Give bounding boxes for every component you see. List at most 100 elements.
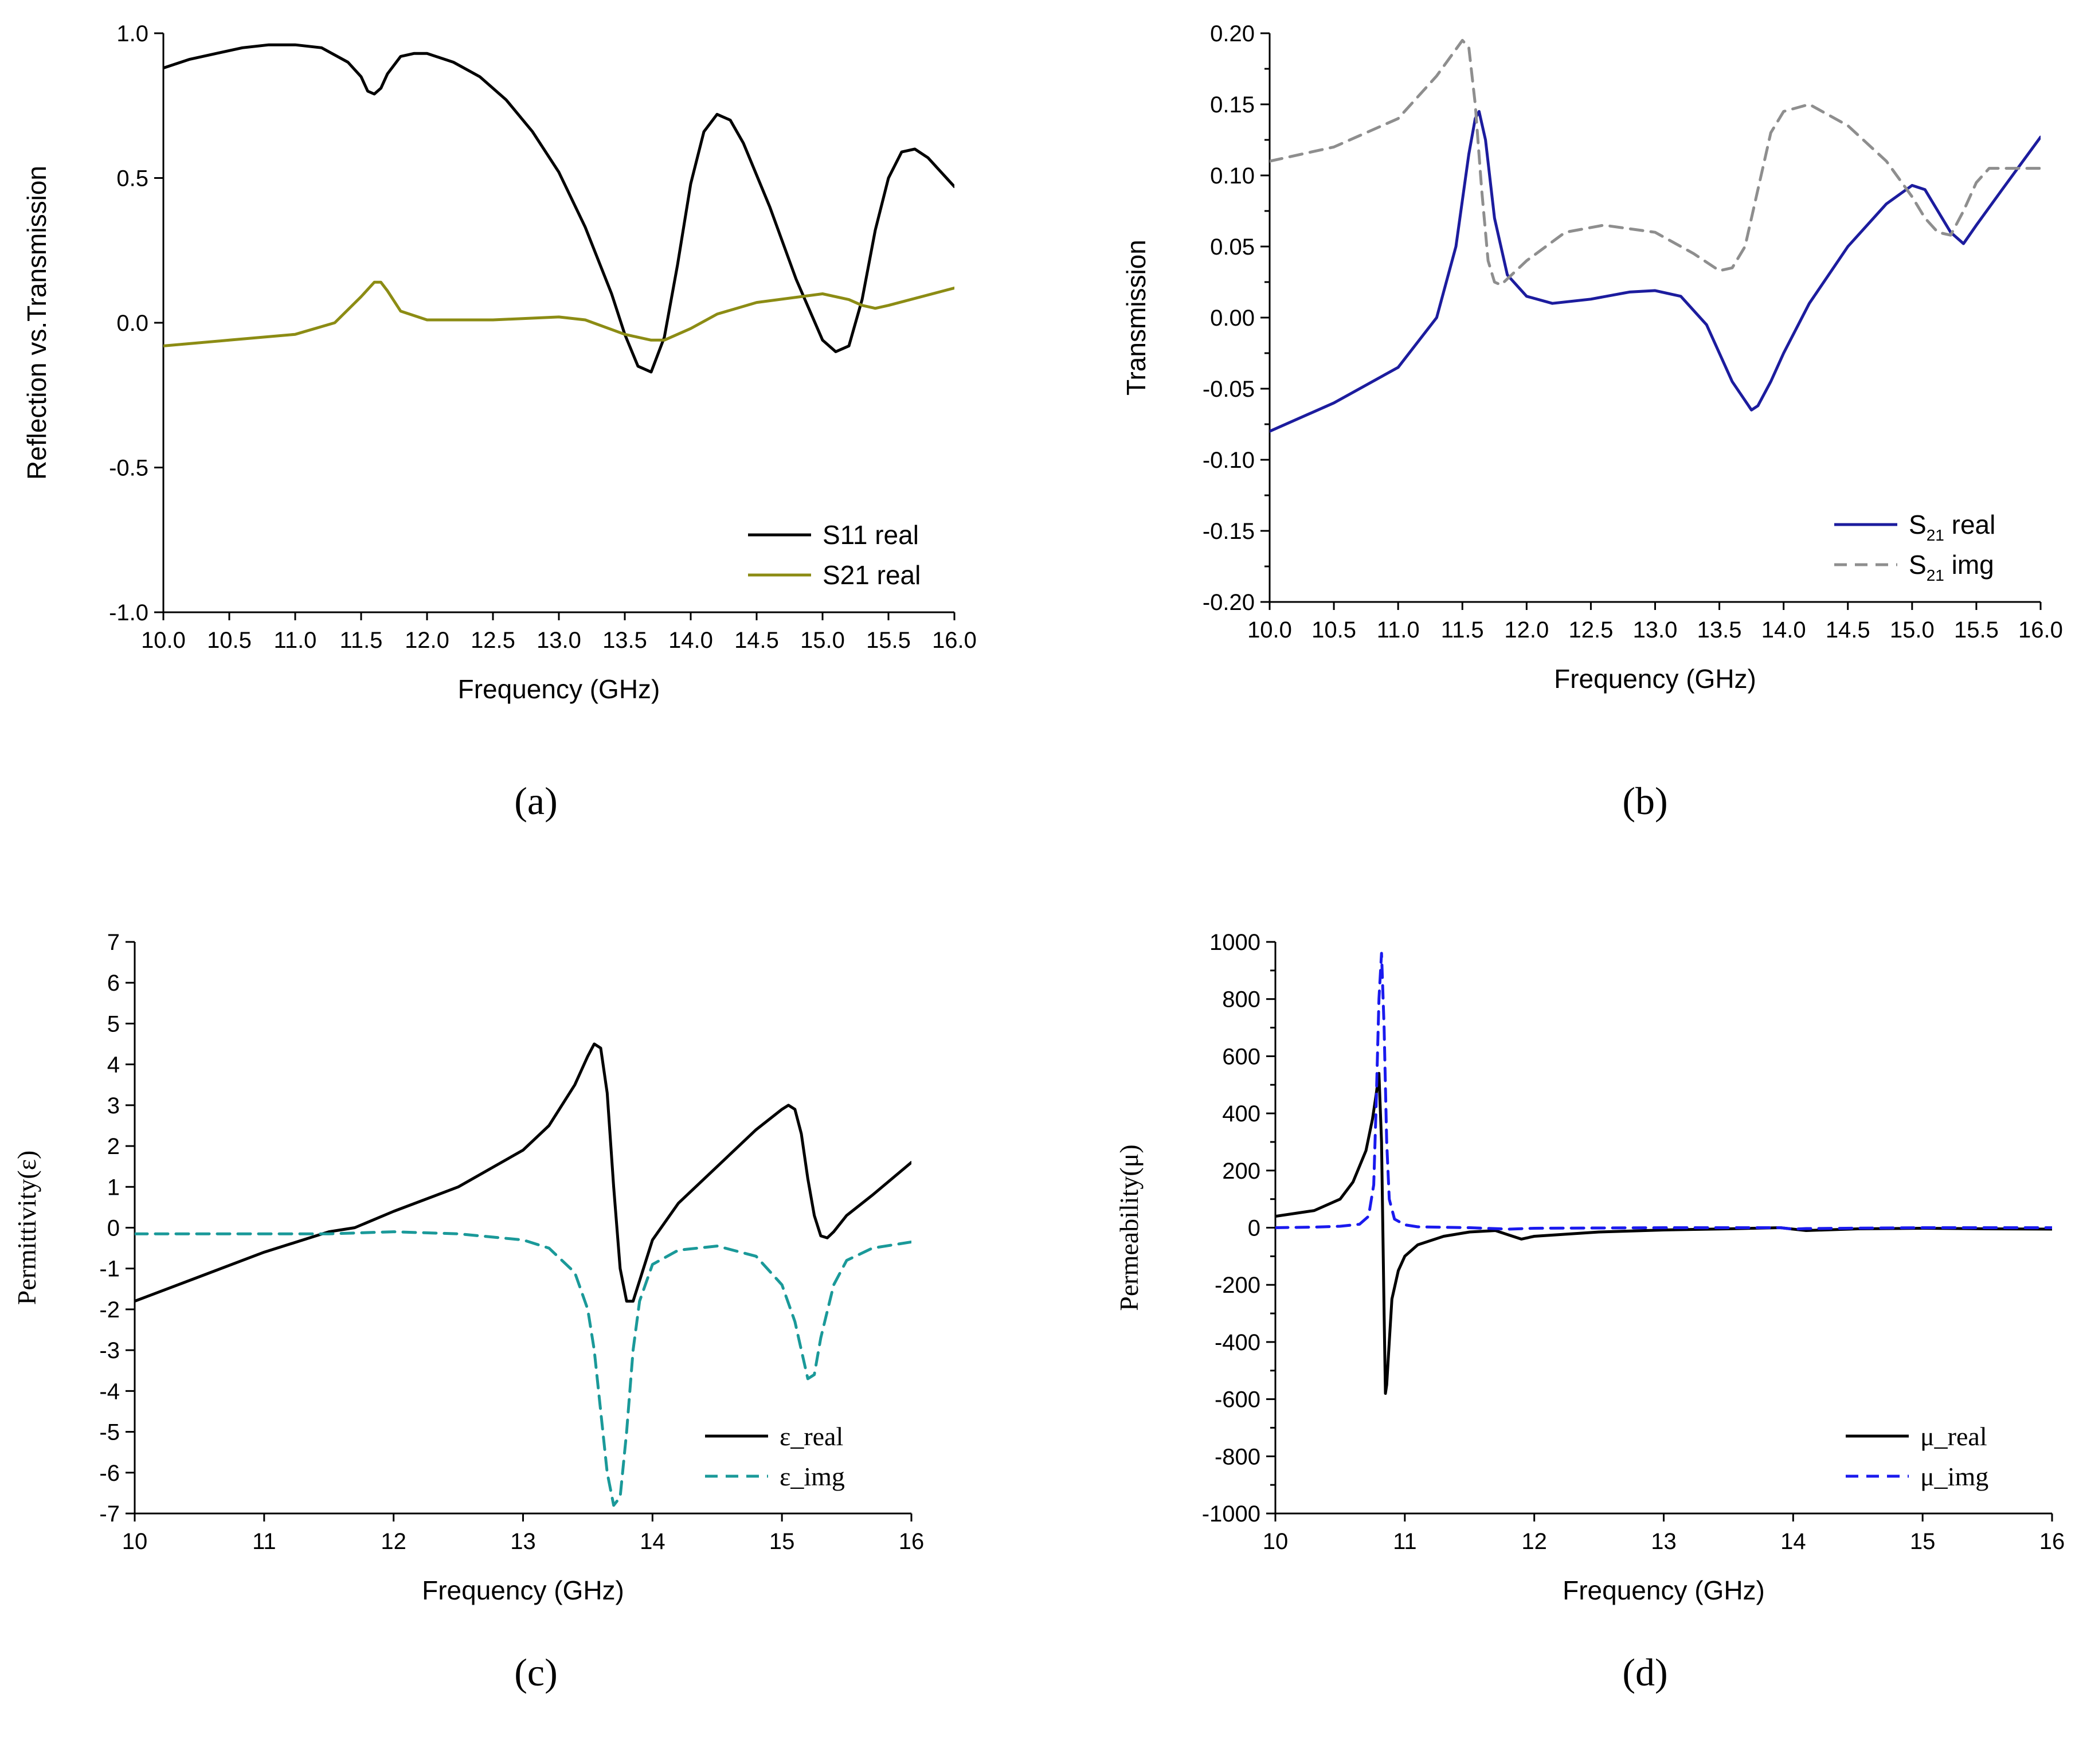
series-line--real [135, 1042, 911, 1303]
x-tick-label: 14 [640, 1529, 665, 1554]
y-tick-label: 200 [1222, 1159, 1260, 1184]
legend-label-main: S21 real [823, 560, 921, 590]
legend-label-tail: img [1944, 550, 1994, 580]
y-tick-label: 7 [107, 930, 120, 955]
legend-label-main: μ_real [1920, 1422, 1987, 1451]
legend-label-main: S [1909, 550, 1927, 580]
y-tick-label: 2 [107, 1134, 120, 1159]
x-tick-label: 13.0 [537, 628, 581, 653]
series-line-s21-real [1270, 109, 2041, 433]
y-tick-label: -0.5 [109, 456, 148, 481]
y-tick-label: -0.10 [1203, 448, 1255, 473]
x-tick-label: 13 [510, 1529, 536, 1554]
legend-label-main: S [1909, 510, 1927, 539]
x-tick-label: 12 [381, 1529, 406, 1554]
x-tick-label: 10.0 [141, 628, 186, 653]
legend-label: S21 real [823, 560, 921, 590]
x-tick-label: 12 [1521, 1529, 1547, 1554]
x-tick-label: 11 [1393, 1529, 1417, 1554]
panel-label: (c) [514, 1650, 557, 1694]
x-tick-label: 11.0 [274, 628, 317, 653]
y-tick-label: -3 [99, 1338, 120, 1363]
y-tick-label: 3 [107, 1093, 120, 1118]
y-tick-label: 0.0 [116, 311, 148, 336]
y-tick-label: 0.5 [116, 166, 148, 191]
legend-label-main: μ_img [1920, 1462, 1988, 1491]
x-tick-label: 14.0 [1761, 617, 1806, 643]
legend-label: ε_real [780, 1422, 843, 1451]
plot-area [163, 43, 954, 374]
y-tick-label: -0.15 [1203, 519, 1255, 544]
y-tick-label: -2 [99, 1297, 120, 1323]
series-line--img [135, 1230, 911, 1507]
x-tick-label: 14.0 [668, 628, 713, 653]
x-tick-label: 14.5 [734, 628, 779, 653]
legend-label-tail: real [1944, 510, 1995, 539]
y-axis-title: Reflection vs.Transmission [22, 166, 52, 480]
y-tick-label: 0 [107, 1216, 120, 1241]
x-tick-label: 14.5 [1826, 617, 1870, 643]
y-tick-label: -4 [99, 1379, 120, 1404]
y-tick-label: -6 [99, 1461, 120, 1486]
y-tick-label: -1000 [1202, 1501, 1260, 1527]
x-axis-title: Frequency (GHz) [1554, 664, 1756, 694]
series-line--real [1275, 1071, 2052, 1395]
y-tick-label: 6 [107, 971, 120, 996]
x-tick-label: 12.5 [471, 628, 515, 653]
y-tick-label: 1000 [1209, 930, 1260, 955]
legend-label: ε_img [780, 1462, 845, 1491]
legend-label: μ_img [1920, 1462, 1988, 1491]
panel-label: (a) [514, 779, 557, 823]
series-line-s21-real [163, 280, 954, 347]
y-tick-label: 1 [107, 1175, 120, 1200]
series-line--img [1275, 952, 2052, 1231]
y-axis-title: Permittivity(ε) [12, 1151, 41, 1305]
panel-b-transmission: 10.0 10.5 11.0 11.5 12.0 12.5 13.0 13.5 14.0 14.5… [1121, 21, 2063, 823]
x-tick-label: 12.0 [1504, 617, 1549, 643]
plot-area [1270, 38, 2041, 433]
plot-area [135, 1042, 911, 1507]
y-tick-label: -7 [99, 1501, 120, 1527]
x-tick-label: 13.5 [602, 628, 647, 653]
x-axis-title: Frequency (GHz) [1563, 1575, 1765, 1605]
legend-label: μ_real [1920, 1422, 1987, 1451]
x-tick-label: 13 [1651, 1529, 1677, 1554]
plot-area [1275, 952, 2052, 1395]
panel-a-reflection-transmission: 10.0 10.5 11.0 11.5 12.0 12.5 13.0 13.5 14.0 14.5… [22, 21, 977, 823]
y-tick-label: -0.20 [1203, 590, 1255, 615]
y-tick-label: 600 [1222, 1044, 1260, 1069]
x-tick-label: 10.5 [1311, 617, 1356, 643]
y-tick-label: 0.10 [1210, 163, 1255, 189]
y-tick-label: 5 [107, 1011, 120, 1037]
x-tick-label: 15.0 [1890, 617, 1935, 643]
x-axis-title: Frequency (GHz) [458, 674, 660, 704]
x-tick-label: 10 [122, 1529, 148, 1554]
panel-label: (d) [1622, 1650, 1667, 1694]
y-tick-label: 400 [1222, 1101, 1260, 1127]
x-tick-label: 13.0 [1633, 617, 1678, 643]
y-tick-label: 1.0 [116, 21, 148, 46]
x-tick-label: 10.5 [207, 628, 252, 653]
legend-label-main: ε_img [780, 1462, 845, 1491]
y-axis-title: Transmission [1121, 240, 1151, 396]
x-tick-label: 16 [899, 1529, 925, 1554]
y-tick-label: -1 [99, 1257, 120, 1282]
y-tick-label: -5 [99, 1420, 120, 1445]
y-tick-label: 0.00 [1210, 306, 1255, 331]
x-tick-label: 15.0 [800, 628, 845, 653]
panel-label: (b) [1622, 779, 1667, 823]
legend-label-subscript: 21 [1927, 566, 1944, 584]
x-tick-label: 10 [1263, 1529, 1289, 1554]
x-tick-label: 12.5 [1568, 617, 1613, 643]
x-tick-label: 15.5 [866, 628, 911, 653]
y-tick-label: -0.05 [1203, 377, 1255, 402]
x-tick-label: 12.0 [405, 628, 449, 653]
x-tick-label: 11 [252, 1529, 276, 1554]
y-tick-label: 800 [1222, 987, 1260, 1012]
x-tick-label: 13.5 [1697, 617, 1742, 643]
y-tick-label: 0.15 [1210, 92, 1255, 118]
x-tick-label: 11.5 [1441, 617, 1484, 643]
y-tick-label: -1.0 [109, 600, 148, 625]
legend-label: S11 real [823, 520, 919, 550]
